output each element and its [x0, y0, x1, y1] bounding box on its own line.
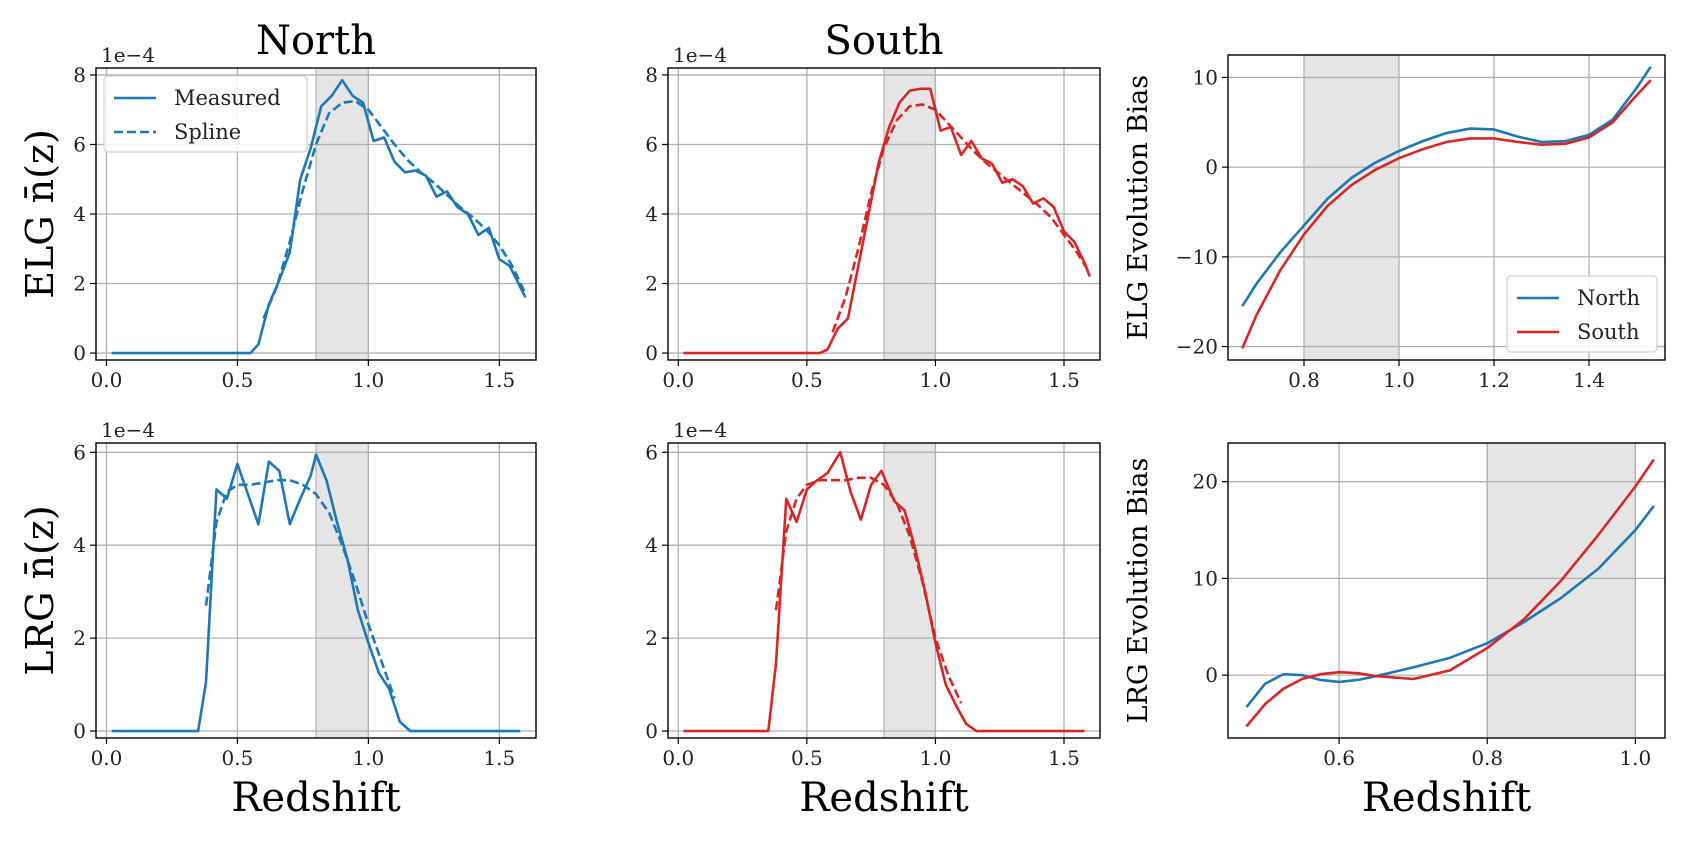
lrg-south-frame: [667, 442, 1101, 739]
lrg-south-xtick-label-1: 0.5: [791, 746, 823, 770]
lrg-south-shaded-band: [883, 442, 936, 739]
lrg-north-xtick-label-3: 1.5: [483, 746, 515, 770]
elg-south-series-spline-line: [831, 103, 1091, 333]
elg-north-ytick-label-4: 8: [73, 63, 86, 87]
elg-south-title: South: [824, 18, 943, 64]
elg-bias-ytick-label-3: 10: [1193, 65, 1218, 89]
elg-north-ytick-label-3: 6: [73, 132, 86, 156]
lrg-south-ytick-label-3: 6: [645, 440, 658, 464]
elg-north-ytick-label-1: 2: [73, 272, 86, 296]
lrg-south-offset-label: 1e−4: [673, 418, 727, 442]
elg-north-xtick-label-1: 0.5: [222, 368, 254, 392]
lrg-bias-ytick-label-1: 10: [1193, 566, 1218, 590]
elg-bias-legend: North South: [1506, 275, 1658, 353]
elg-north-ylabel: ELG n̄(z): [18, 129, 62, 299]
lrg-bias-series-north-line: [1245, 505, 1655, 708]
elg-bias-ylabel: ELG Evolution Bias: [1123, 75, 1154, 340]
lrg-north-xtick-label-1: 0.5: [222, 746, 254, 770]
lrg-north-ytick-label-1: 2: [73, 626, 86, 650]
lrg-bias-ylabel: LRG Evolution Bias: [1123, 458, 1154, 724]
elg-south-xtick-label-3: 1.5: [1048, 368, 1080, 392]
elg-south-axes: 0.0 0.5 1.0 1.5 0 2 4 6 8 1e−4 South: [645, 18, 1101, 392]
elg-north-xtick-label-0: 0.0: [91, 368, 123, 392]
lrg-north-shaded-band: [315, 442, 369, 739]
lrg-north-axes: 0.0 0.5 1.0 1.5 0 2 4 6 1e−4 Redshift LRG n̄(z): [18, 418, 537, 821]
lrg-north-xtick-label-2: 1.0: [352, 746, 384, 770]
elg-south-ytick-label-1: 2: [645, 272, 658, 296]
lrg-north-frame: [95, 442, 537, 739]
lrg-south-ytick-label-2: 4: [645, 533, 658, 557]
elg-bias-ytick-label-0: −20: [1176, 335, 1218, 359]
lrg-north-ytick-label-3: 6: [73, 440, 86, 464]
lrg-bias-ytick-label-2: 20: [1193, 470, 1218, 494]
elg-north-series-measured-line: [111, 78, 527, 355]
elg-south-ytick-label-4: 8: [645, 63, 658, 87]
lrg-south-xtick-label-3: 1.5: [1048, 746, 1080, 770]
lrg-south-ytick-label-1: 2: [645, 626, 658, 650]
elg-bias-series-south-line: [1241, 79, 1652, 349]
elg-north-ytick-label-0: 0: [73, 341, 86, 365]
lrg-bias-xtick-label-1: 0.8: [1471, 746, 1503, 770]
lrg-north-ylabel: LRG n̄(z): [18, 505, 62, 675]
elg-bias-frame: [1227, 54, 1666, 361]
lrg-north-ytick-label-0: 0: [73, 719, 86, 743]
elg-south-ytick-label-0: 0: [645, 341, 658, 365]
elg-north-series-spline-line: [262, 99, 527, 319]
lrg-bias-frame: [1227, 442, 1666, 739]
elg-north-legend-label-0: Measured: [174, 86, 281, 110]
lrg-north-offset-label: 1e−4: [101, 418, 155, 442]
elg-south-series-measured-line: [683, 87, 1091, 355]
lrg-south-xlabel: Redshift: [799, 775, 968, 821]
elg-north-xtick-label-2: 1.0: [352, 368, 384, 392]
lrg-south-series-measured-line: [683, 450, 1085, 733]
elg-south-xtick-label-2: 1.0: [920, 368, 952, 392]
elg-south-xtick-label-1: 0.5: [791, 368, 823, 392]
elg-south-offset-label: 1e−4: [673, 43, 727, 67]
lrg-bias-axes: 0.6 0.8 1.0 0 10 20 Redshift LRG Evolution Bias: [1123, 442, 1666, 821]
elg-north-legend: Measured Spline: [103, 75, 308, 153]
elg-north-legend-label-1: Spline: [174, 120, 241, 144]
lrg-bias-ytick-label-0: 0: [1205, 663, 1218, 687]
elg-bias-legend-label-1: South: [1577, 320, 1640, 344]
elg-bias-series-north-line: [1241, 65, 1652, 307]
elg-bias-ytick-label-1: −10: [1176, 245, 1218, 269]
elg-north-axes: 0.0 0.5 1.0 1.5 0 2 4 6 8 1e−4 North ELG n̄(z) Measu…: [18, 18, 537, 392]
elg-bias-xtick-label-1: 1.0: [1383, 368, 1415, 392]
lrg-bias-series-south-line: [1245, 458, 1655, 728]
lrg-south-xtick-label-0: 0.0: [662, 746, 694, 770]
lrg-south-xtick-label-2: 1.0: [920, 746, 952, 770]
lrg-north-series-measured-line: [111, 453, 521, 733]
elg-north-title: North: [256, 18, 376, 64]
elg-south-xtick-label-0: 0.0: [662, 368, 694, 392]
elg-north-offset-label: 1e−4: [101, 43, 155, 67]
elg-south-ytick-label-3: 6: [645, 132, 658, 156]
lrg-north-series-spline-line: [204, 478, 396, 699]
elg-south-ytick-label-2: 4: [645, 202, 658, 226]
lrg-bias-xtick-label-0: 0.6: [1323, 746, 1355, 770]
elg-north-xtick-label-3: 1.5: [483, 368, 515, 392]
lrg-south-ytick-label-0: 0: [645, 719, 658, 743]
elg-bias-ytick-label-2: 0: [1205, 155, 1218, 179]
lrg-north-xtick-label-0: 0.0: [91, 746, 123, 770]
elg-north-ytick-label-2: 4: [73, 202, 86, 226]
lrg-south-series-spline-line: [774, 476, 963, 704]
lrg-bias-xtick-label-2: 1.0: [1619, 746, 1651, 770]
lrg-bias-shaded-band: [1486, 442, 1636, 739]
lrg-bias-xlabel: Redshift: [1362, 775, 1531, 821]
elg-bias-axes: 0.8 1.0 1.2 1.4 −20 −10 0 10 ELG Evolution Bias N…: [1123, 54, 1666, 392]
lrg-north-xlabel: Redshift: [231, 775, 400, 821]
lrg-north-ytick-label-2: 4: [73, 533, 86, 557]
elg-bias-xtick-label-3: 1.4: [1573, 368, 1605, 392]
elg-bias-xtick-label-2: 1.2: [1478, 368, 1510, 392]
elg-bias-xtick-label-0: 0.8: [1288, 368, 1320, 392]
elg-bias-legend-label-0: North: [1577, 286, 1640, 310]
lrg-south-axes: 0.0 0.5 1.0 1.5 0 2 4 6 1e−4 Redshift: [645, 418, 1101, 821]
